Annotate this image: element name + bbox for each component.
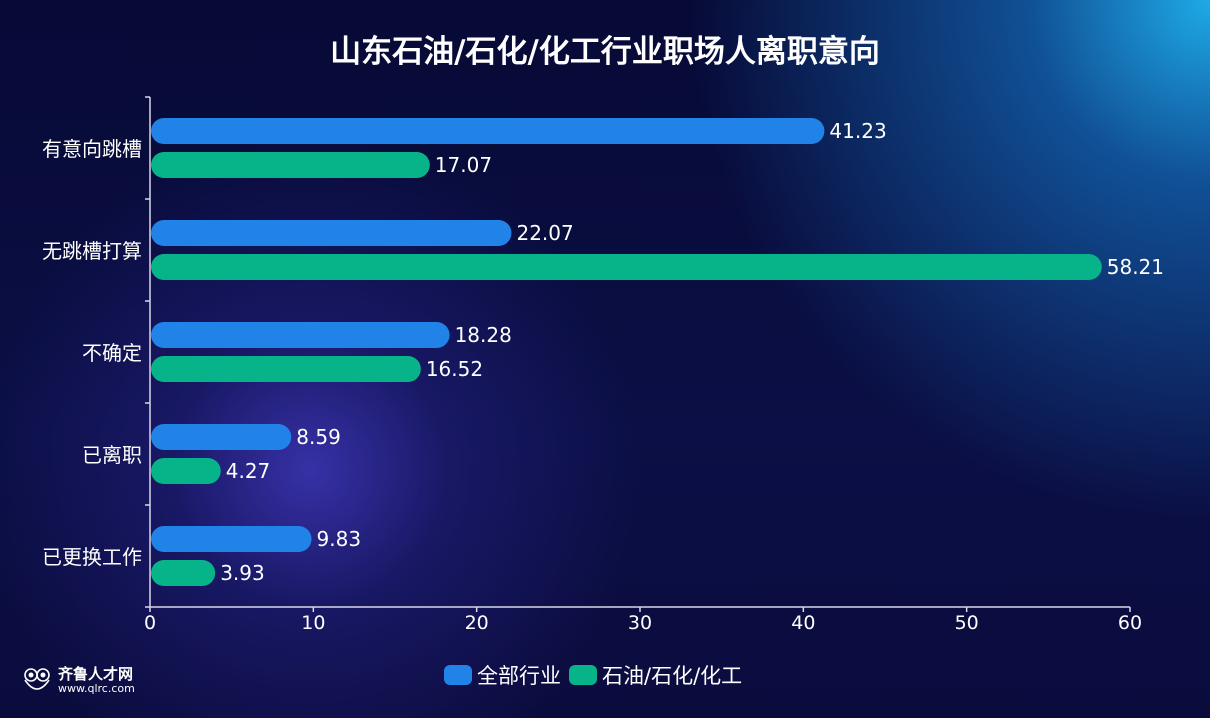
data-label: 58.21 [1107,255,1164,279]
bar [151,152,430,178]
x-tick-label: 0 [144,612,156,634]
bar [151,356,421,382]
data-label: 9.83 [317,527,362,551]
logo: 齐鲁人才网 www.qlrc.com [22,666,135,696]
x-tick-label: 10 [301,612,325,634]
bar [151,118,825,144]
x-tick-label: 60 [1118,612,1142,634]
bar [151,526,312,552]
data-label: 17.07 [435,153,492,177]
data-label: 22.07 [516,221,573,245]
data-label: 8.59 [296,425,341,449]
legend-label: 石油/石化/化工 [602,664,743,688]
y-tick-label: 已离职 [82,443,142,467]
legend-swatch [444,665,472,685]
data-label: 3.93 [220,561,265,585]
data-label: 16.52 [426,357,483,381]
legend: 全部行业 石油/石化/化工 [444,660,742,690]
chart-title: 山东石油/石化/化工行业职场人离职意向 [330,34,880,70]
bar [151,322,450,348]
x-tick-label: 30 [628,612,652,634]
bar [151,254,1102,280]
x-tick-label: 50 [955,612,979,634]
data-label: 4.27 [226,459,271,483]
x-tick-label: 40 [791,612,815,634]
frog-icon [24,668,50,690]
data-label: 41.23 [829,119,886,143]
y-tick-label: 不确定 [82,341,142,365]
logo-url: www.qlrc.com [58,682,135,696]
y-tick-label: 已更换工作 [42,545,142,569]
legend-item-all[interactable]: 全部行业 [444,660,561,690]
y-tick-label: 有意向跳槽 [42,137,142,161]
data-label: 18.28 [455,323,512,347]
legend-label: 全部行业 [477,664,561,688]
bar [151,424,292,450]
logo-name: 齐鲁人才网 [58,665,134,684]
bar [151,560,216,586]
legend-swatch [569,665,597,685]
bar [151,220,512,246]
legend-item-petro[interactable]: 石油/石化/化工 [569,660,742,690]
y-tick-label: 无跳槽打算 [42,239,142,263]
x-tick-label: 20 [465,612,489,634]
bar [151,458,221,484]
